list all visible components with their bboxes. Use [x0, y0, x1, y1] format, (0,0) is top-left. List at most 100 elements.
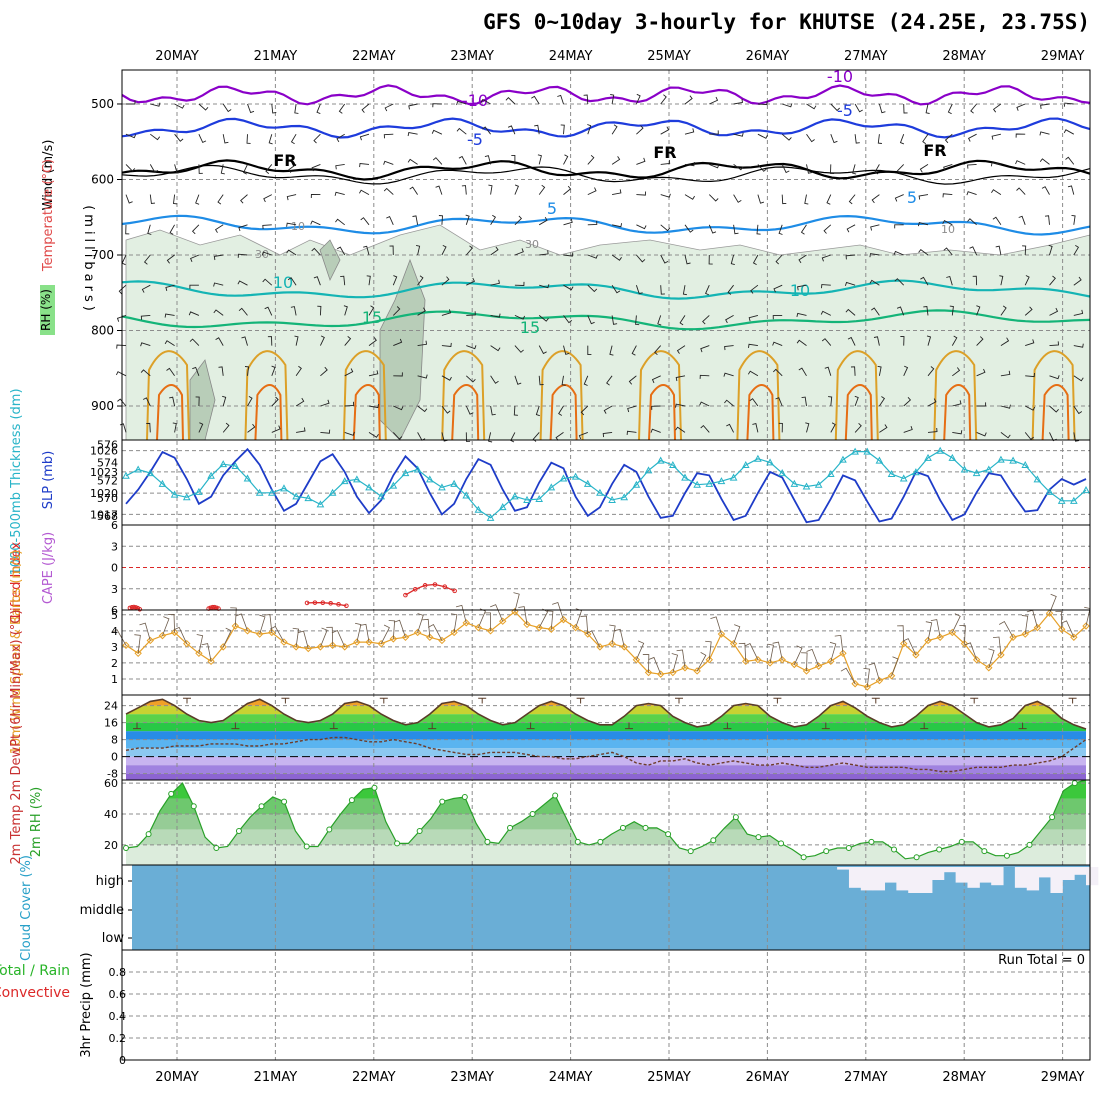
surface-wind-barb [609, 624, 616, 644]
wind-barb [563, 218, 573, 226]
wind-speed-point [960, 639, 969, 648]
contour-label: 10 [273, 273, 293, 292]
rh2m-point [619, 824, 626, 831]
wind-barb [830, 103, 841, 112]
wind-speed-point [1082, 622, 1090, 630]
wind-barb [213, 254, 224, 261]
wind-barb [334, 191, 345, 196]
thickness-point [486, 513, 495, 521]
wind-barb [268, 134, 273, 145]
wind-barb [393, 372, 403, 377]
surface-wind-barb [292, 627, 300, 647]
wind-barb [877, 365, 882, 376]
wind-barb [920, 276, 929, 286]
contour-label: 5 [547, 199, 557, 218]
wind-barb [237, 280, 248, 286]
wind-barb [222, 103, 232, 113]
wind-barb [927, 366, 935, 377]
wind-barb [635, 285, 643, 295]
wind-speed-point [255, 630, 264, 638]
cape-axis-title: CAPE (J/kg) [41, 532, 56, 604]
li-tick-label: 0 [111, 562, 118, 575]
temp-min-marker [625, 722, 633, 730]
wind-barb [796, 312, 807, 318]
rh2m-point [439, 798, 446, 805]
rh2m-point [416, 828, 423, 834]
surface-wind-barb [269, 625, 285, 643]
wind-barb [466, 311, 476, 316]
wind-barb [1073, 375, 1084, 382]
surface-wind-barb [320, 627, 328, 648]
wind-speed-point [790, 660, 799, 669]
surface-wind-barb [772, 641, 783, 660]
surface-wind-barb [964, 642, 978, 660]
contour-label: 5 [907, 188, 917, 207]
wind-speed-point [280, 638, 288, 646]
wind-barb [198, 422, 204, 433]
rh2m-point [394, 840, 401, 847]
thickness-point [960, 465, 969, 473]
wind-barb [781, 133, 792, 141]
wind-barb [723, 372, 734, 377]
wind-barb [140, 314, 151, 320]
thickness-point [1057, 496, 1066, 504]
cloud-clear-block [1086, 867, 1099, 886]
wind-barb [438, 215, 443, 225]
thickness-point [292, 492, 300, 500]
wind-barb [660, 94, 667, 105]
wind-barb [757, 194, 765, 204]
surface-wind-barb [139, 622, 151, 641]
cloud-clear-block [1062, 867, 1075, 880]
wind-barb [845, 254, 856, 260]
wind-barb [778, 224, 783, 235]
wind-barb [1071, 214, 1076, 225]
rh2m-point [484, 838, 491, 845]
wind-barb [1063, 102, 1074, 107]
wind-barb [116, 344, 127, 349]
wind-barb [198, 134, 207, 143]
rh2m-point [348, 797, 355, 804]
temp-band [126, 765, 1086, 774]
thickness-point [401, 469, 410, 477]
wind-barb [169, 396, 176, 407]
wind-barb [611, 254, 622, 261]
thickness-tick-label: 574 [97, 456, 118, 469]
wind-barb [606, 375, 613, 386]
wind-barb [465, 375, 476, 383]
wind-barb [873, 336, 880, 346]
warm-contour [844, 384, 873, 441]
rh2m-point [507, 824, 513, 831]
wind-barb [557, 94, 564, 105]
slp-tick-label: 1026 [90, 445, 118, 458]
surface-wind-barb [998, 621, 1014, 638]
surface-wind-barb [671, 653, 679, 673]
cloud-clear-block [943, 867, 957, 873]
surface-wind-barb [222, 627, 232, 648]
wind-barb [730, 254, 735, 266]
temp-line [125, 698, 1087, 730]
wind-barb [587, 187, 597, 196]
bottom-date-label: 28MAY [942, 1070, 986, 1085]
rh-tick-label: 20 [104, 839, 118, 852]
temp-max-marker [1068, 697, 1077, 704]
temp-band [126, 705, 1086, 715]
wind-barb [879, 424, 888, 433]
wind-speed-point [717, 630, 726, 638]
wind-barb [363, 245, 370, 256]
surface-wind-barb [259, 614, 266, 635]
wind-barb [967, 133, 977, 142]
wind-barb [922, 133, 929, 145]
wind-barb [195, 194, 200, 205]
wind-barb [1018, 215, 1026, 225]
wind-barb [407, 131, 418, 137]
surface-wind-barb [705, 640, 712, 660]
wind-barb [383, 133, 394, 139]
wind-barb [949, 305, 954, 316]
warm-contour [156, 384, 184, 441]
thickness-point [353, 475, 361, 483]
wind-barb [1015, 160, 1026, 165]
wind-barb [514, 215, 523, 226]
wind-barb [824, 366, 832, 376]
wind-barb [441, 375, 452, 381]
wind-speed-point [268, 628, 276, 637]
